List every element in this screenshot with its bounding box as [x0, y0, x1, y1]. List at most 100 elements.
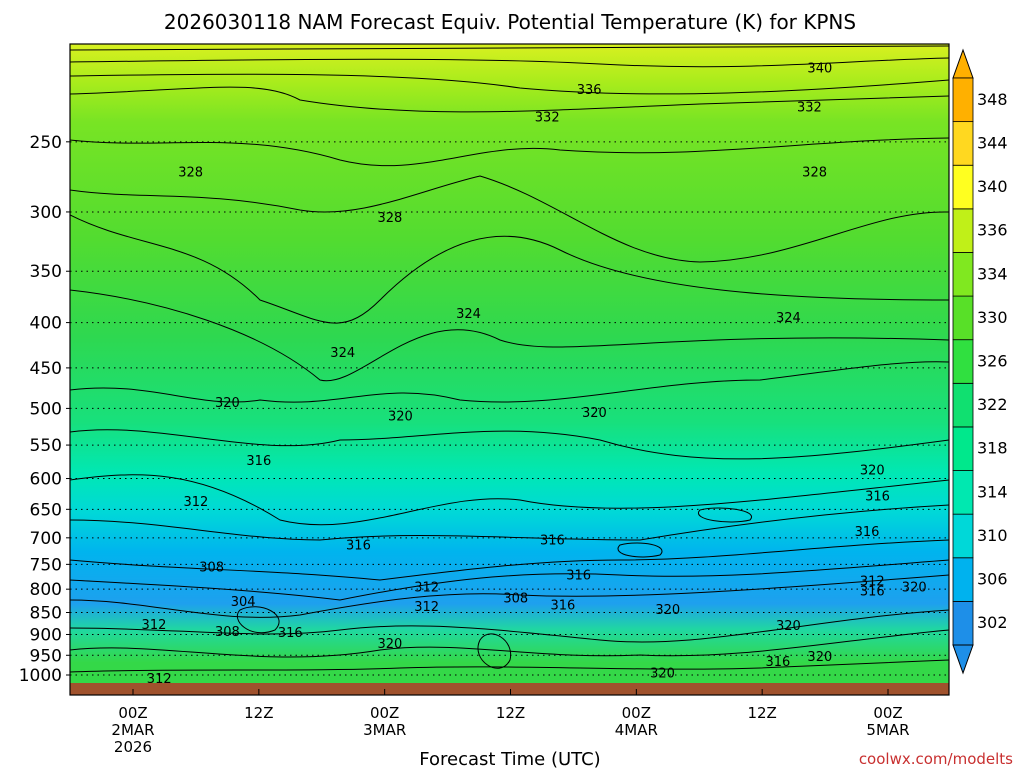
colorbar-segment: [952, 295, 974, 341]
contour-label: 320: [860, 463, 885, 478]
contour-label: 324: [776, 311, 801, 326]
contour-label: 304: [231, 595, 256, 610]
colorbar-segment: [952, 426, 974, 471]
x-tick-label: 00Z: [873, 704, 902, 722]
y-tick-label: 650: [30, 500, 62, 520]
contour-label: 316: [540, 533, 565, 548]
colorbar-segment: [952, 513, 974, 559]
contour-label: 312: [414, 580, 439, 595]
contour-label: 312: [414, 600, 439, 615]
colorbar-segment: [952, 77, 974, 123]
contour-label: 316: [855, 525, 880, 540]
colorbar-segment: [952, 557, 974, 602]
x-tick-label: 4MAR: [615, 721, 658, 739]
colorbar-label: 302: [977, 613, 1008, 632]
colorbar-label: 348: [977, 90, 1008, 109]
contour-labels: 340 336 332 332 328 328 328 324 324 324 320 320 320 3…: [142, 61, 927, 687]
y-tick-label: 300: [30, 203, 62, 223]
contour-label: 308: [215, 625, 240, 640]
contour-label: 320: [655, 603, 680, 618]
contour-label: 320: [582, 406, 607, 421]
contour-label: 312: [860, 574, 885, 589]
colorbar-segment: [952, 600, 974, 646]
colorbar-segment: [952, 382, 974, 428]
contour-label: 316: [865, 489, 890, 504]
contour-label: 324: [330, 346, 355, 361]
colorbar-label: 314: [977, 482, 1008, 501]
x-axis-label: Forecast Time (UTC): [419, 749, 600, 768]
contour-label: 316: [765, 655, 790, 670]
x-tick-label: 00Z: [622, 704, 651, 722]
contour-label: 320: [776, 619, 801, 634]
contour-label: 332: [797, 100, 822, 115]
y-tick-label: 900: [30, 625, 62, 645]
contour-label: 328: [377, 211, 402, 226]
x-tick-label: 3MAR: [363, 721, 406, 739]
contour-label: 328: [802, 165, 827, 180]
y-tick-label: 1000: [19, 666, 62, 686]
x-tick-label: 00Z: [370, 704, 399, 722]
colorbar-segment: [952, 164, 974, 210]
colorbar-label: 310: [977, 526, 1008, 545]
x-tick-label: 12Z: [747, 704, 776, 722]
y-tick-label: 800: [30, 580, 62, 600]
contour-label: 316: [246, 454, 271, 469]
colorbar: 302 306 310 314 318 322 326 330 334 336 340 344 348: [952, 48, 1008, 675]
y-tick-label: 450: [30, 359, 62, 379]
y-tick-label: 250: [30, 133, 62, 153]
y-axis-ticks: 2503003504004505005506006507007508008509…: [19, 133, 70, 686]
ground-strip: [70, 683, 949, 695]
x-tick-label: 2026: [114, 738, 152, 756]
contour-label: 320: [650, 667, 675, 682]
contour-label: 336: [577, 83, 602, 98]
contour-label: 308: [199, 560, 224, 575]
contour-label: 316: [860, 585, 885, 600]
x-tick-label: 5MAR: [866, 721, 909, 739]
contour-lines: [70, 45, 949, 673]
colorbar-top-arrow: [952, 48, 974, 79]
y-tick-label: 750: [30, 555, 62, 575]
pressure-gridlines: [70, 141, 949, 676]
credit-text: coolwx.com/modelts: [859, 750, 1013, 768]
contour-label: 308: [503, 592, 528, 607]
contour-label: 316: [566, 568, 591, 583]
contour-label: 316: [278, 626, 303, 641]
colorbar-segment: [952, 121, 974, 166]
colorbar-label: 336: [977, 221, 1008, 240]
y-tick-label: 550: [30, 436, 62, 456]
x-tick-label: 12Z: [496, 704, 525, 722]
contour-label: 324: [456, 307, 481, 322]
contour-label: 312: [142, 618, 167, 633]
chart-title: 2026030118 NAM Forecast Equiv. Potential…: [164, 10, 856, 34]
y-tick-label: 500: [30, 399, 62, 419]
y-tick-label: 950: [30, 646, 62, 666]
contour-label: 320: [388, 409, 413, 424]
colorbar-label: 318: [977, 439, 1008, 458]
colorbar-label: 330: [977, 308, 1008, 327]
colorbar-segment: [952, 208, 974, 253]
y-tick-label: 700: [30, 529, 62, 549]
contour-label: 320: [215, 396, 240, 411]
plot-area: [70, 44, 949, 695]
colorbar-segment: [952, 252, 974, 297]
y-tick-label: 350: [30, 262, 62, 282]
colorbar-label: 306: [977, 570, 1008, 589]
x-tick-label: 2MAR: [111, 721, 154, 739]
contour-label: 328: [178, 165, 203, 180]
colorbar-label: 322: [977, 395, 1008, 414]
colorbar-segment: [952, 339, 974, 384]
contour-label: 320: [902, 580, 927, 595]
colorbar-segment: [952, 470, 974, 515]
contour-label: 320: [807, 650, 832, 665]
contour-label: 312: [184, 495, 209, 510]
colorbar-label: 340: [977, 177, 1008, 196]
colorbar-label: 326: [977, 352, 1008, 371]
x-tick-label: 12Z: [244, 704, 273, 722]
contour-label: 320: [377, 637, 402, 652]
y-tick-label: 400: [30, 314, 62, 334]
colorbar-bottom-arrow: [952, 644, 974, 675]
y-tick-label: 850: [30, 603, 62, 623]
plot-frame: [69, 43, 950, 696]
